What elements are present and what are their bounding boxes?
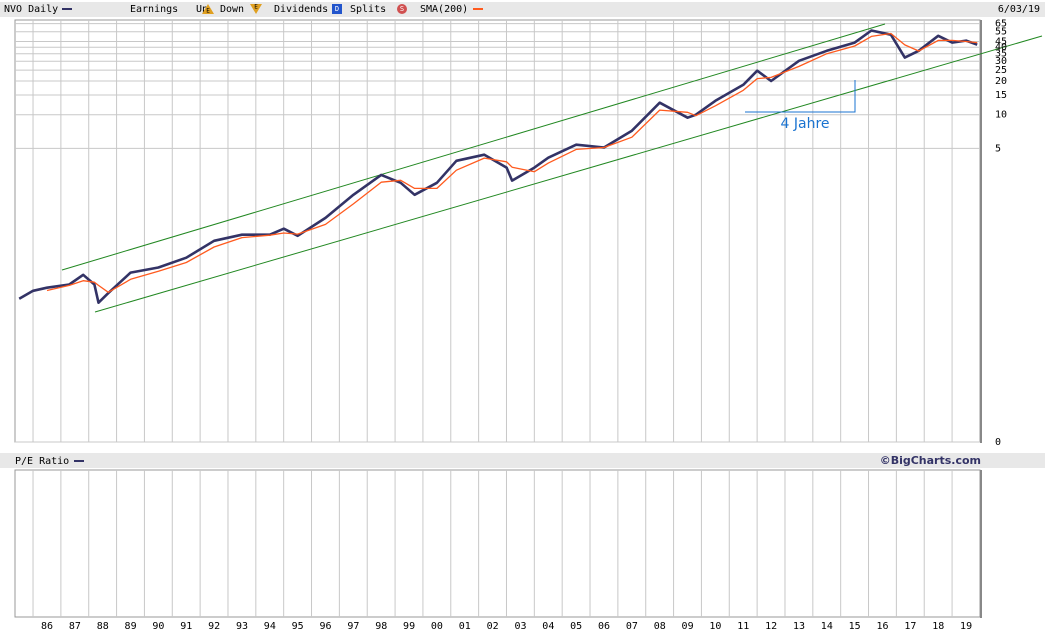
x-tick-label: 08 — [654, 621, 666, 632]
y-tick-label: 5 — [995, 143, 1001, 154]
annotation-bracket — [745, 80, 856, 113]
x-tick-label: 19 — [960, 621, 972, 632]
x-tick-label: 15 — [849, 621, 861, 632]
header-label: Earnings — [130, 4, 178, 15]
icon-label: E — [254, 4, 258, 11]
x-tick-label: 06 — [598, 621, 610, 632]
x-tick-label: 09 — [682, 621, 694, 632]
x-tick-label: 18 — [932, 621, 944, 632]
lower-panel-title: P/E Ratio — [15, 456, 69, 467]
x-tick-label: 16 — [877, 621, 889, 632]
x-tick-label: 99 — [403, 621, 415, 632]
y-tick-label: 55 — [995, 27, 1007, 38]
x-tick-label: 07 — [626, 621, 638, 632]
y-tick-label: 30 — [995, 56, 1007, 67]
icon-label: D — [335, 5, 339, 13]
y-tick-label: 25 — [995, 65, 1007, 76]
x-tick-label: 96 — [320, 621, 332, 632]
legend-label: Splits — [350, 4, 386, 15]
x-tick-label: 12 — [765, 621, 777, 632]
x-tick-label: 13 — [793, 621, 805, 632]
x-tick-label: 95 — [292, 621, 304, 632]
series-line — [46, 32, 978, 293]
earnings-down-icon — [250, 4, 262, 14]
y-tick-label: 40 — [995, 42, 1007, 53]
lines — [18, 29, 978, 304]
trend-line-lower — [94, 35, 1043, 313]
legend-label: SMA(200) — [420, 4, 468, 15]
x-tick-label: 89 — [125, 621, 137, 632]
x-tick-label: 94 — [264, 621, 276, 632]
lower-plot-area — [14, 469, 981, 618]
earnings-up-icon — [202, 4, 214, 14]
plot-area — [14, 19, 981, 443]
y-tick-label: 0 — [995, 437, 1001, 448]
x-tick-label: 98 — [375, 621, 387, 632]
icon-label: S — [400, 5, 404, 13]
annotation: 4 Jahre — [781, 116, 830, 132]
dividends-icon — [332, 4, 342, 14]
lower-header-band — [0, 453, 1045, 468]
x-tick-label: 91 — [180, 621, 192, 632]
legend-swatch — [473, 8, 483, 10]
legend-label: NVO Daily — [4, 4, 58, 15]
y-tick-label: 20 — [995, 76, 1007, 87]
x-tick-label: 14 — [821, 621, 833, 632]
x-tick-label: 90 — [152, 621, 164, 632]
legend-label: Down — [220, 4, 244, 15]
icon-label: E — [206, 8, 210, 15]
series-line — [18, 29, 978, 304]
x-tick-label: 92 — [208, 621, 220, 632]
x-tick-label: 88 — [97, 621, 109, 632]
x-tick-label: 10 — [709, 621, 721, 632]
y-tick-label: 10 — [995, 110, 1007, 121]
y-tick-label: 65 — [995, 19, 1007, 30]
x-tick-label: 01 — [459, 621, 471, 632]
grid — [15, 20, 980, 617]
legend-swatch — [74, 460, 84, 462]
header-band — [0, 2, 1045, 17]
x-tick-label: 05 — [570, 621, 582, 632]
legend-label: Dividends — [274, 4, 328, 15]
splits-icon — [397, 4, 407, 14]
x-tick-label: 97 — [347, 621, 359, 632]
x-tick-label: 11 — [737, 621, 749, 632]
x-tick-label: 00 — [431, 621, 443, 632]
x-tick-label: 87 — [69, 621, 81, 632]
x-tick-label: 03 — [514, 621, 526, 632]
y-tick-label: 15 — [995, 90, 1007, 101]
x-tick-label: 86 — [41, 621, 53, 632]
y-tick-label: 45 — [995, 37, 1007, 48]
x-tick-label: 02 — [487, 621, 499, 632]
trend-line-upper — [61, 23, 886, 271]
y-tick-label: 35 — [995, 49, 1007, 60]
x-tick-label: 04 — [542, 621, 554, 632]
x-tick-label: 17 — [904, 621, 916, 632]
x-tick-label: 93 — [236, 621, 248, 632]
legend-swatch — [62, 8, 72, 10]
source: ©BigCharts.com — [880, 454, 981, 467]
date: 6/03/19 — [998, 4, 1040, 15]
legend-label: Up — [196, 4, 208, 15]
